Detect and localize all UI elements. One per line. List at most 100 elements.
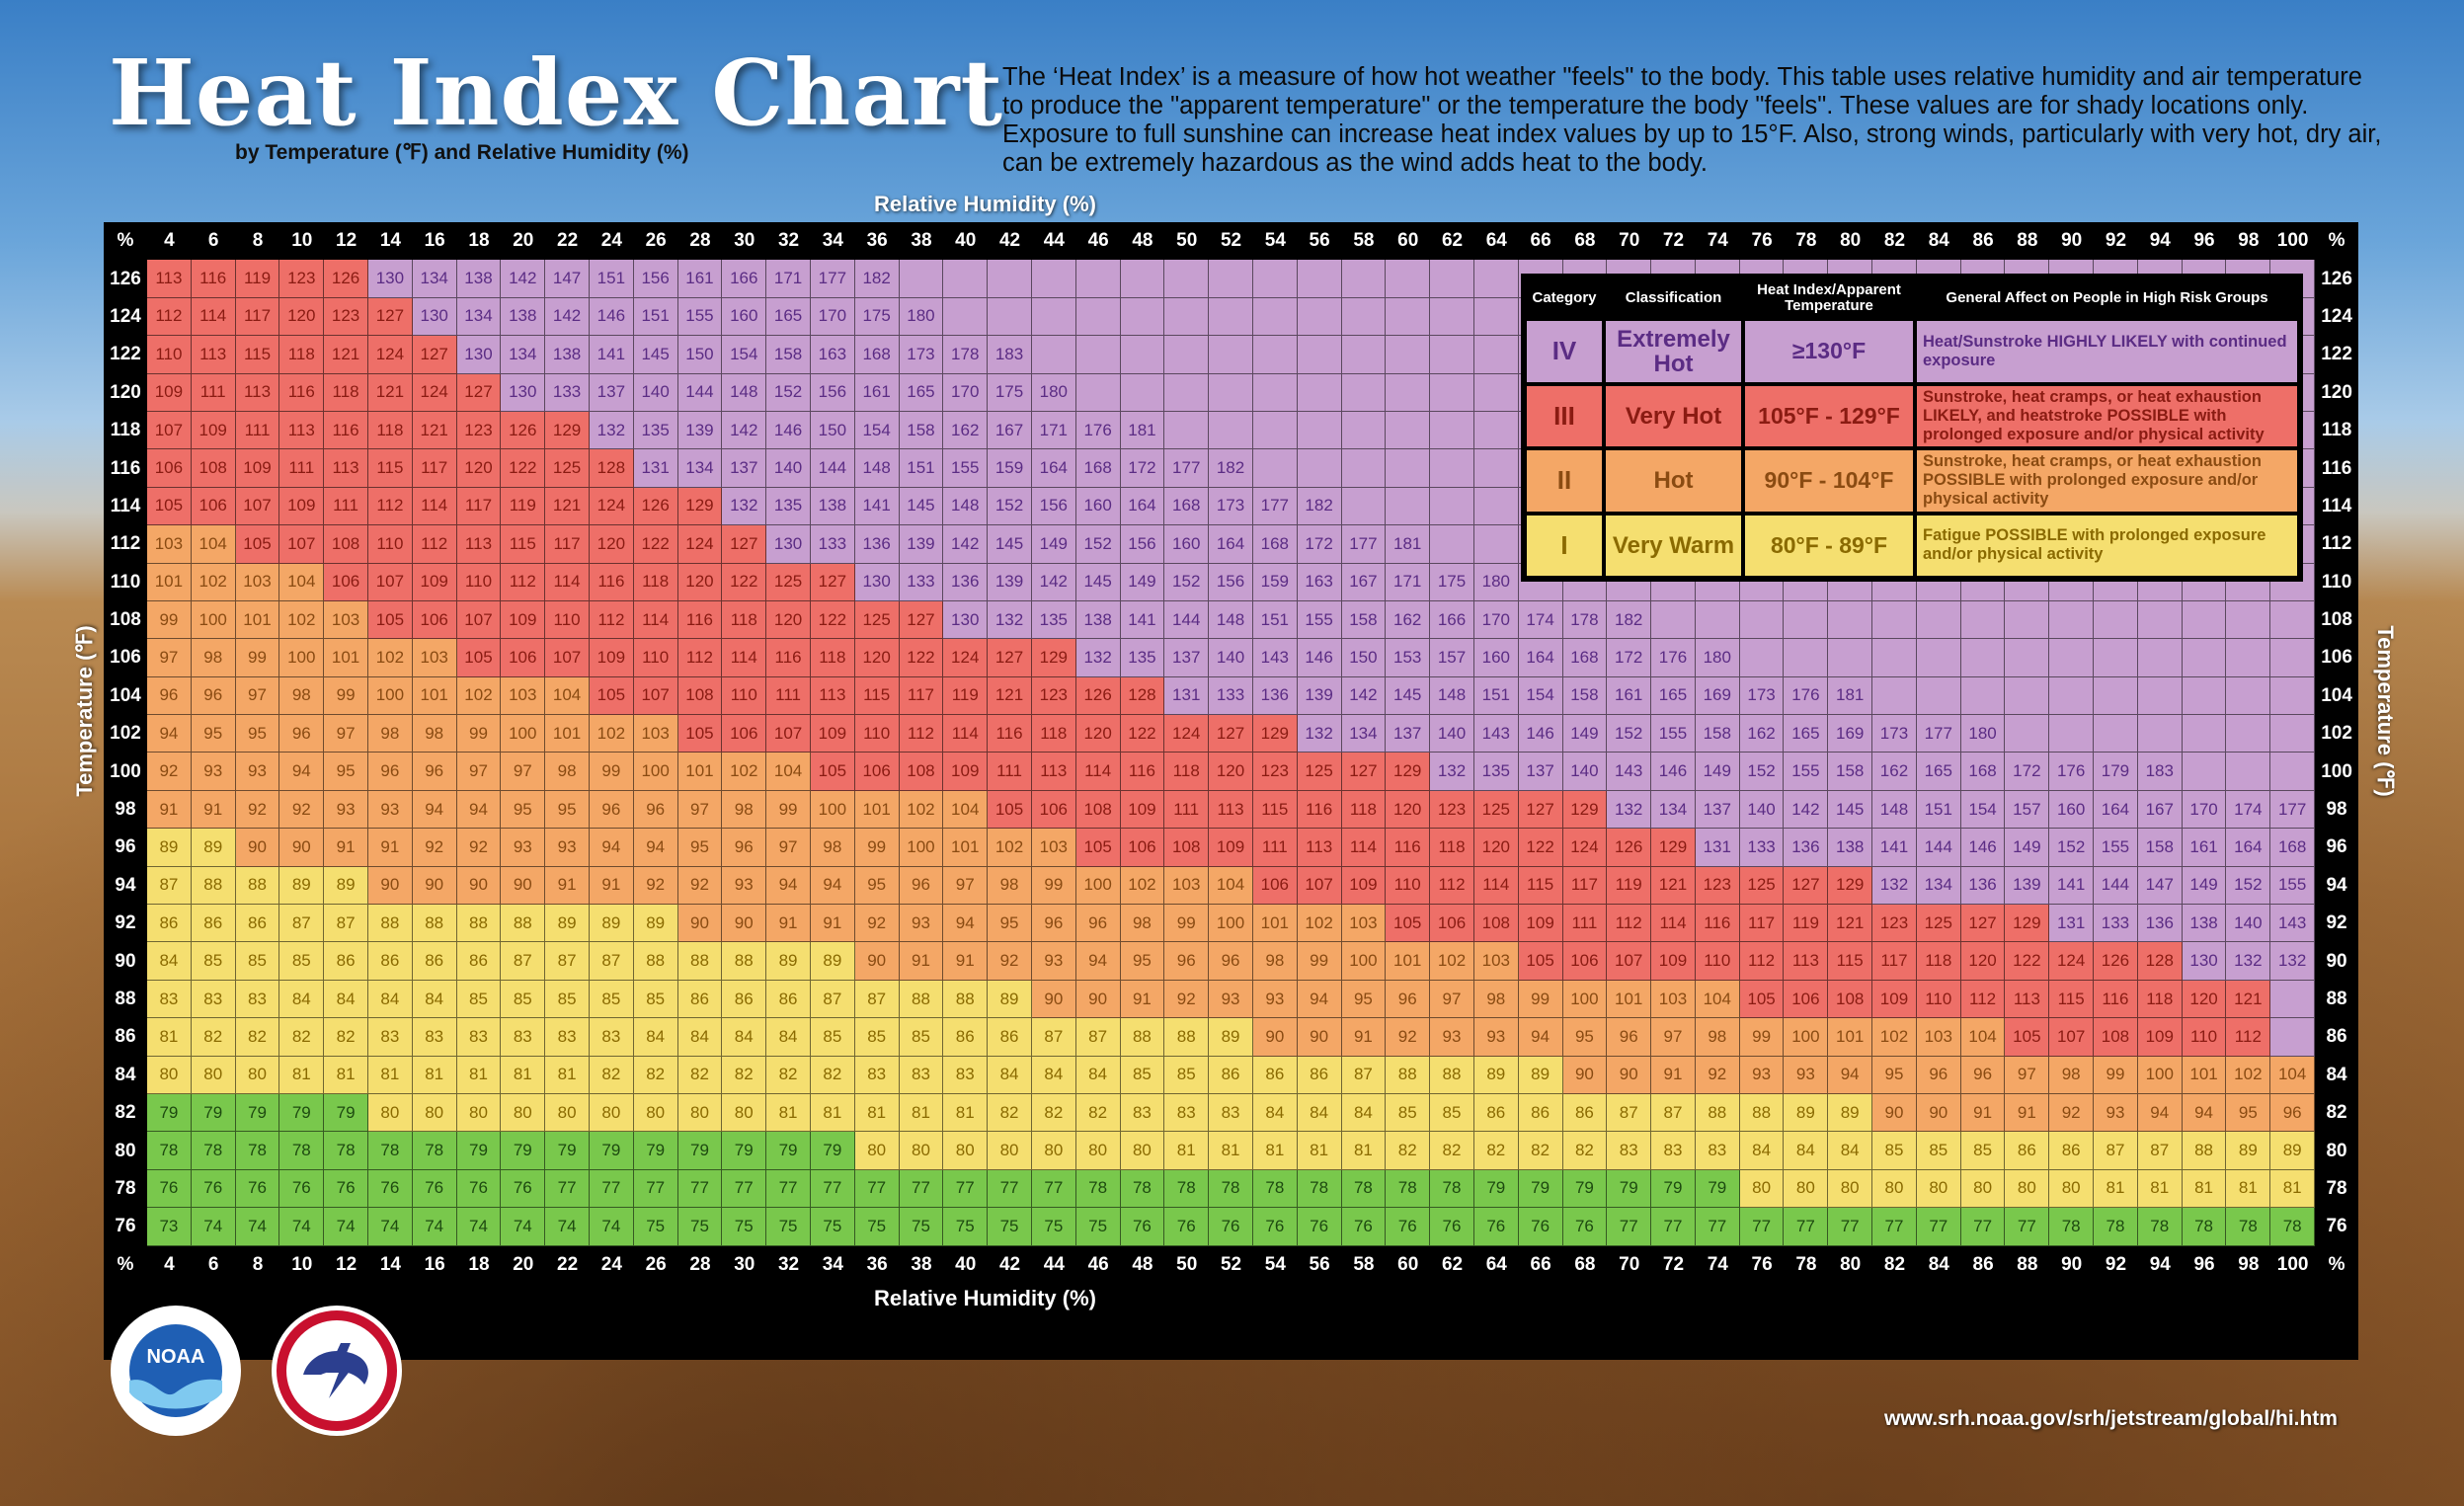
heat-index-cell: 99 xyxy=(1031,866,1076,906)
heat-index-cell: 108 xyxy=(1164,829,1210,867)
heat-index-cell: 80 xyxy=(545,1093,590,1133)
humidity-tick-bottom: 20 xyxy=(501,1245,546,1284)
corner-label-top-left: % xyxy=(104,222,147,261)
heat-index-cell: 95 xyxy=(677,829,723,867)
humidity-tick-bottom: 4 xyxy=(147,1245,192,1284)
humidity-tick-bottom: 56 xyxy=(1297,1245,1342,1284)
heat-index-cell: 138 xyxy=(456,260,502,298)
temperature-tick-right: 84 xyxy=(2315,1056,2359,1094)
temperature-tick-right: 116 xyxy=(2315,449,2359,488)
humidity-tick-bottom: 10 xyxy=(279,1245,325,1284)
heat-index-legend: Category Classification Heat Index/Apparen… xyxy=(1521,274,2303,582)
heat-index-cell: 92 xyxy=(677,866,723,906)
heat-index-cell: 93 xyxy=(324,790,368,830)
heat-index-cell: 75 xyxy=(722,1208,767,1246)
heat-index-cell: 141 xyxy=(1120,600,1165,640)
heat-index-cell: 79 xyxy=(545,1132,590,1170)
heat-index-cell: 121 xyxy=(412,411,457,450)
legend-range: 105°F - 129°F xyxy=(1745,385,1913,446)
heat-index-cell: 170 xyxy=(810,297,855,337)
heat-index-cell: 123 xyxy=(324,297,368,337)
heat-index-cell: 177 xyxy=(810,260,855,298)
heat-index-cell: 110 xyxy=(2182,1018,2227,1057)
heat-index-cell: 91 xyxy=(589,866,634,906)
heat-index-cell: 126 xyxy=(2094,942,2138,981)
heat-index-cell: 86 xyxy=(147,905,192,943)
page-title: Heat Index Chart xyxy=(109,40,1003,146)
heat-index-cell: 109 xyxy=(1120,790,1165,830)
heat-index-cell: 136 xyxy=(943,563,989,601)
heat-index-cell: 112 xyxy=(367,487,413,526)
heat-index-cell-empty xyxy=(1430,260,1474,298)
heat-index-cell: 105 xyxy=(1739,980,1785,1019)
heat-index-cell: 128 xyxy=(2137,942,2183,981)
heat-index-cell: 135 xyxy=(633,411,678,450)
legend-category: I xyxy=(1527,515,1602,576)
heat-index-cell-empty xyxy=(1120,373,1165,412)
humidity-tick-bottom: 34 xyxy=(810,1245,855,1284)
heat-index-cell: 173 xyxy=(899,336,944,374)
heat-index-cell: 98 xyxy=(412,715,457,753)
heat-index-cell: 124 xyxy=(1164,715,1210,753)
heat-index-cell: 79 xyxy=(279,1093,325,1133)
heat-index-cell-empty xyxy=(1075,373,1121,412)
heat-index-cell: 82 xyxy=(1430,1132,1474,1170)
heat-index-cell: 111 xyxy=(279,449,325,488)
heat-index-cell-empty xyxy=(2049,676,2095,716)
heat-index-cell: 91 xyxy=(943,942,989,981)
heat-index-cell: 79 xyxy=(1473,1169,1519,1209)
heat-index-cell: 93 xyxy=(191,753,236,791)
heat-index-cell: 77 xyxy=(943,1169,989,1209)
heat-index-cell: 94 xyxy=(943,905,989,943)
heat-index-cell: 96 xyxy=(1960,1056,2006,1094)
heat-index-cell: 162 xyxy=(1739,715,1785,753)
heat-index-cell: 142 xyxy=(1031,563,1076,601)
heat-index-cell: 125 xyxy=(1473,790,1519,830)
heat-index-cell: 117 xyxy=(412,449,457,488)
temperature-tick-right: 120 xyxy=(2315,373,2359,412)
heat-index-cell: 84 xyxy=(324,980,368,1019)
humidity-tick-top: 92 xyxy=(2094,222,2138,261)
heat-index-cell: 177 xyxy=(1341,525,1387,564)
heat-index-cell: 95 xyxy=(1872,1056,1917,1094)
heat-index-cell-empty xyxy=(2182,600,2227,640)
heat-index-cell: 152 xyxy=(1739,753,1785,791)
heat-index-cell: 74 xyxy=(324,1208,368,1246)
heat-index-cell: 168 xyxy=(1252,525,1298,564)
heat-index-cell: 80 xyxy=(147,1056,192,1094)
heat-index-cell: 103 xyxy=(147,525,192,564)
heat-index-cell: 160 xyxy=(2049,790,2095,830)
heat-index-cell-empty xyxy=(943,297,989,337)
heat-index-cell: 126 xyxy=(324,260,368,298)
heat-index-cell: 109 xyxy=(1872,980,1917,1019)
humidity-tick-bottom: 80 xyxy=(1828,1245,1873,1284)
heat-index-cell: 116 xyxy=(766,639,811,677)
heat-index-cell-empty xyxy=(2182,639,2227,677)
heat-index-cell: 118 xyxy=(1341,790,1387,830)
heat-index-cell: 121 xyxy=(988,676,1032,716)
heat-index-cell: 81 xyxy=(1341,1132,1387,1170)
description-text: The ‘Heat Index’ is a measure of how hot… xyxy=(1002,63,2382,177)
heat-index-cell: 151 xyxy=(589,260,634,298)
heat-index-cell-empty xyxy=(2049,715,2095,753)
heat-index-cell: 87 xyxy=(854,980,900,1019)
temperature-tick-left: 116 xyxy=(104,449,147,488)
heat-index-cell: 79 xyxy=(147,1093,192,1133)
heat-index-cell: 130 xyxy=(766,525,811,564)
heat-index-cell: 129 xyxy=(1651,829,1696,867)
heat-index-cell: 180 xyxy=(1031,373,1076,412)
heat-index-cell: 92 xyxy=(1695,1056,1740,1094)
heat-index-cell: 90 xyxy=(279,829,325,867)
heat-index-cell: 89 xyxy=(1209,1018,1253,1057)
heat-index-cell: 148 xyxy=(1430,676,1474,716)
heat-index-cell: 156 xyxy=(810,373,855,412)
heat-index-cell: 132 xyxy=(589,411,634,450)
heat-index-cell: 80 xyxy=(1784,1169,1829,1209)
heat-index-cell: 151 xyxy=(1473,676,1519,716)
heat-index-cell: 122 xyxy=(633,525,678,564)
heat-index-cell: 126 xyxy=(633,487,678,526)
temperature-tick-right: 124 xyxy=(2315,297,2359,337)
temperature-tick-left: 86 xyxy=(104,1018,147,1057)
heat-index-cell: 113 xyxy=(810,676,855,716)
heat-index-cell: 120 xyxy=(1386,790,1431,830)
